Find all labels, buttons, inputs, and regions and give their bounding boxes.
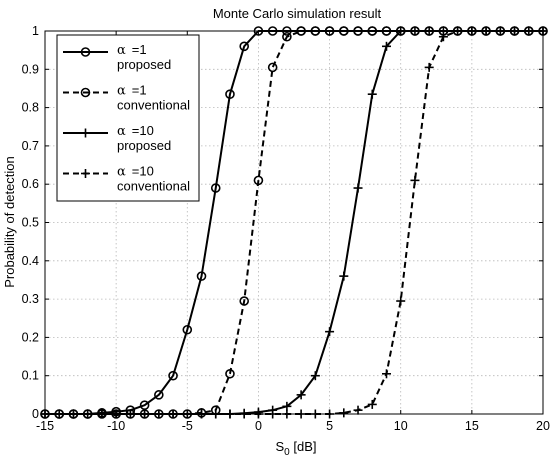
legend-label-symbol: α [117,84,126,99]
data-point-marker [239,296,249,306]
legend-label-symbol: α [117,43,126,58]
data-point-marker [353,405,363,415]
chart-title: Monte Carlo simulation result [213,6,382,21]
legend-label-symbol: α [117,165,126,180]
y-tick-label: 0.4 [22,254,39,268]
legend-box [56,34,200,202]
data-point-marker [168,370,178,381]
data-point-marker [367,89,377,99]
legend-marker-sample [80,47,91,57]
legend-label-line2: proposed [117,138,171,153]
data-point-marker [196,271,207,281]
legend-label-value: =1 [132,83,147,98]
x-axis-title-subscript: 0 [284,447,290,458]
y-tick-label: 0.2 [22,330,39,344]
x-tick-label: 20 [536,419,550,433]
legend-marker-sample [80,87,91,98]
x-tick-label: -5 [182,419,193,433]
legend-label-value: =10 [132,164,154,179]
data-point-marker [410,175,420,185]
y-tick-label: 0.5 [22,216,39,230]
y-tick-label: 1 [32,24,39,38]
data-point-marker [139,400,150,410]
legend-label: α =10 [117,123,154,139]
x-tick-label: 15 [465,419,479,433]
legend-label-line2: conventional [117,98,190,113]
data-point-marker [210,183,221,193]
data-point-marker [339,271,349,281]
legend-label: α =10 [117,164,154,180]
data-point-marker [325,327,335,337]
data-point-marker [253,175,264,186]
y-tick-label: 0.8 [22,101,39,115]
legend-label: α =1 [117,42,147,58]
legend-label-symbol: α [117,124,126,139]
legend-label-line2: proposed [117,57,171,72]
data-point-marker [267,62,278,73]
data-point-marker [225,89,235,99]
x-tick-label: 0 [255,419,262,433]
data-point-marker [239,41,249,52]
legend-label-value: =10 [132,123,154,138]
y-tick-label: 0.9 [22,62,39,76]
x-tick-label: 5 [326,419,333,433]
data-point-marker [182,324,193,335]
data-point-marker [353,183,363,193]
grid-lines [45,31,543,414]
y-tick-label: 0.6 [22,177,39,191]
data-point-marker [296,390,306,400]
data-point-marker [367,399,377,409]
data-point-marker [339,408,349,418]
data-point-marker [424,62,434,72]
y-tick-label: 0.3 [22,292,39,306]
data-point-marker [154,390,164,400]
data-point-marker [438,32,448,42]
x-tick-label: -10 [107,419,125,433]
x-tick-label: -15 [36,419,54,433]
y-axis-ticks: 0 0.1 0.2 0.3 0.4 0.5 0.6 0.7 0.8 0.9 1 [22,24,543,421]
data-point-marker [310,371,320,381]
y-axis-title: Probability of detection [2,156,17,288]
data-point-marker [381,369,391,379]
data-point-marker [225,368,235,379]
x-tick-label: 10 [394,419,408,433]
x-axis-title-main: S [276,439,285,454]
legend-marker-sample [81,169,90,178]
data-point-marker [396,296,406,306]
data-point-marker [282,31,292,42]
y-tick-label: 0 [32,407,39,421]
legend-label-line2: conventional [117,179,190,194]
x-axis-title-unit: [dB] [290,439,317,454]
data-point-marker [282,401,292,411]
legend-label-value: =1 [132,42,147,57]
y-tick-label: 0.1 [22,369,39,383]
legend-marker-sample [81,128,90,138]
legend-label: α =1 [117,83,147,99]
data-point-marker [381,41,391,51]
plot-frame [44,30,544,415]
y-tick-label: 0.7 [22,139,39,153]
x-axis-title: S0 [dB] [276,439,317,458]
